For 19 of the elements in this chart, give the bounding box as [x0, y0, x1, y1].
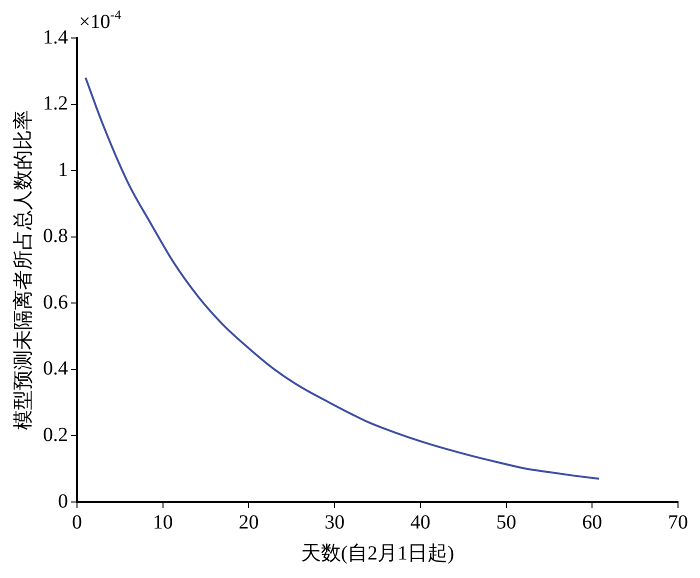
x-tick-label: 40: [410, 511, 430, 534]
x-tick-label: 0: [72, 511, 82, 534]
y-tick-label: 0.2: [43, 424, 68, 446]
y-tick-label: 1.2: [43, 92, 68, 115]
y-tick-label: 0.8: [43, 225, 68, 248]
x-tick-label: 50: [496, 511, 516, 534]
line-series: [84, 76, 600, 480]
y-tick-label: 0.6: [43, 291, 68, 314]
y-tick-label: 1: [58, 158, 68, 181]
y-tick-label: 0.4: [43, 358, 68, 380]
x-tick-label: 20: [238, 511, 259, 534]
y-tick-label: 1.4: [43, 26, 68, 48]
y-tick-label: 0: [58, 490, 68, 512]
x-axis-title: 天数(自2月1日起): [300, 542, 454, 564]
x-tick-label: 70: [668, 511, 688, 534]
x-tick-label: 10: [152, 511, 173, 534]
y-axis-title: 模型预测未隔离者所占总人数的比率: [12, 110, 34, 430]
x-tick-label: 30: [324, 511, 345, 534]
x-tick-label: 60: [582, 511, 602, 534]
